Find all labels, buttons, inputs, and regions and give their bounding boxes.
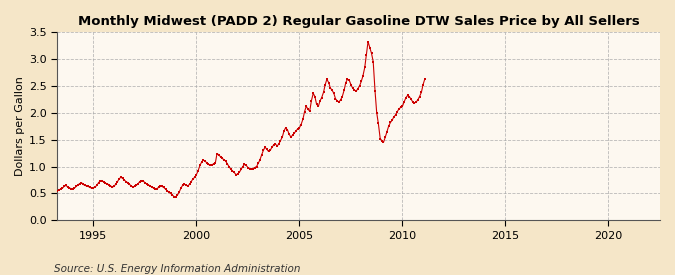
- Title: Monthly Midwest (PADD 2) Regular Gasoline DTW Sales Price by All Sellers: Monthly Midwest (PADD 2) Regular Gasolin…: [78, 15, 639, 28]
- Y-axis label: Dollars per Gallon: Dollars per Gallon: [15, 76, 25, 176]
- Text: Source: U.S. Energy Information Administration: Source: U.S. Energy Information Administ…: [54, 264, 300, 274]
